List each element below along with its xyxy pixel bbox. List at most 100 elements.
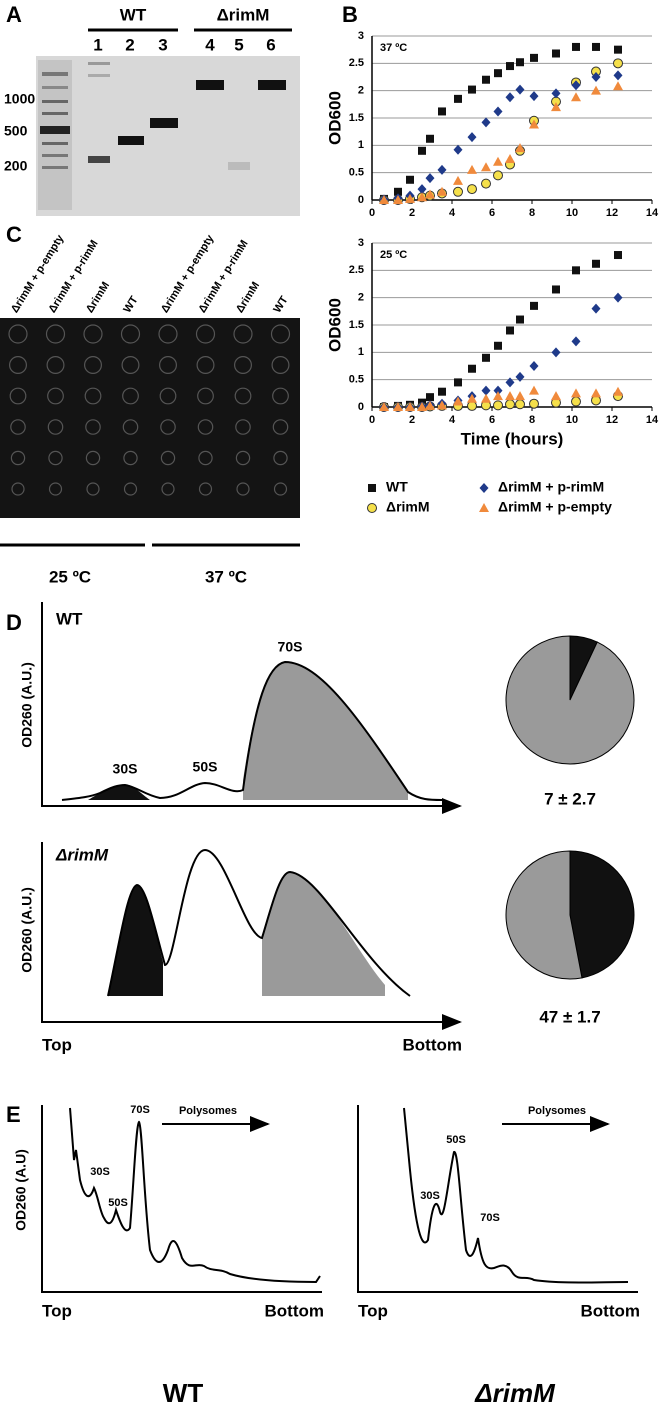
pie-slice: [505, 850, 583, 980]
marker: [468, 85, 476, 94]
ladder-label: 200: [4, 158, 28, 174]
marker: [505, 154, 515, 163]
chart-title: 25 ºC: [380, 249, 407, 261]
x-tick-label: 12: [606, 207, 618, 219]
marker: [613, 58, 623, 69]
colony-spot: [9, 356, 27, 375]
panel-label: E: [6, 1102, 21, 1127]
colony-spot: [197, 387, 214, 405]
marker: [438, 387, 446, 396]
marker: [572, 42, 580, 51]
colony-spot: [273, 450, 288, 466]
colony-spot: [234, 387, 252, 405]
peak-label: 70S: [480, 1212, 500, 1224]
marker: [591, 303, 601, 314]
marker: [467, 164, 477, 174]
marker: [467, 184, 477, 195]
peak-label: 50S: [446, 1134, 466, 1146]
x-tick-label: 2: [409, 414, 415, 426]
colony-spot: [235, 450, 251, 466]
marker: [505, 399, 515, 410]
marker: [505, 391, 515, 401]
panel-label: D: [6, 610, 22, 635]
marker: [515, 399, 525, 410]
marker: [438, 107, 446, 116]
y-axis-label: OD600: [325, 91, 344, 145]
column-label: WT: [121, 294, 140, 315]
marker: [393, 195, 403, 204]
x-tick-label: 0: [369, 414, 375, 426]
colony-spot: [10, 419, 26, 435]
x-tick-label: 10: [566, 414, 578, 426]
pie-label: 7 ± 2.7: [544, 789, 596, 808]
marker: [551, 102, 561, 112]
marker: [394, 187, 402, 196]
temperature: 25 ºC: [49, 567, 91, 586]
marker: [493, 156, 503, 166]
plate-image: [0, 318, 300, 518]
marker: [613, 386, 623, 396]
axis: [357, 1105, 638, 1293]
marker: [529, 385, 539, 395]
y-tick-label: 2.5: [349, 264, 364, 276]
marker: [591, 85, 601, 95]
x-axis-label: Top: [358, 1301, 388, 1320]
colony-spot: [159, 356, 178, 375]
marker: [572, 266, 580, 275]
marker: [529, 361, 539, 371]
marker: [493, 170, 503, 181]
marker: [425, 173, 435, 184]
peak-fill: [262, 872, 385, 996]
x-tick-label: 14: [646, 207, 659, 219]
y-tick-label: 0: [358, 194, 364, 206]
marker: [482, 75, 490, 84]
colony-spot: [235, 419, 251, 435]
colony-spot: [271, 356, 290, 375]
colony-spot: [272, 419, 289, 435]
marker: [426, 134, 434, 143]
marker: [494, 341, 502, 350]
marker: [530, 301, 538, 310]
marker: [494, 69, 502, 78]
colony-spot: [123, 450, 138, 466]
marker: [551, 88, 561, 99]
marker: [530, 53, 538, 62]
colony-spot: [48, 482, 63, 496]
colony-spot: [234, 356, 253, 375]
x-axis-label: Time (hours): [461, 429, 564, 448]
marker: [482, 353, 490, 362]
colony-spot: [122, 387, 139, 405]
marker: [481, 162, 491, 172]
lane-label: 6: [266, 35, 275, 54]
colony-spot: [195, 324, 216, 344]
marker: [479, 483, 489, 493]
pie-label: 47 ± 1.7: [539, 1007, 600, 1026]
y-axis-label: OD260 (A.U.): [19, 662, 35, 748]
marker: [551, 347, 561, 358]
colony-spot: [236, 482, 250, 496]
column-label: ΔrimM: [234, 280, 262, 315]
y-tick-label: 2: [358, 85, 364, 97]
marker: [493, 391, 503, 401]
marker: [417, 192, 427, 202]
profile-curve: [403, 1107, 629, 1284]
marker: [505, 377, 515, 388]
marker: [418, 146, 426, 155]
marker: [426, 393, 434, 402]
colony-spot: [86, 482, 100, 496]
marker: [571, 396, 581, 407]
colony-spot: [161, 482, 175, 496]
x-tick-label: 12: [606, 414, 618, 426]
marker: [516, 58, 524, 67]
colony-spot: [121, 356, 140, 375]
marker: [529, 398, 539, 409]
colony-spot: [83, 356, 102, 375]
marker: [591, 72, 601, 82]
peak-label: 50S: [108, 1197, 128, 1209]
panel-label: B: [342, 2, 358, 27]
y-tick-label: 1.5: [349, 112, 364, 124]
peak-fill: [108, 885, 163, 996]
x-axis-label: Bottom: [581, 1301, 640, 1320]
x-tick-label: 8: [529, 207, 535, 219]
